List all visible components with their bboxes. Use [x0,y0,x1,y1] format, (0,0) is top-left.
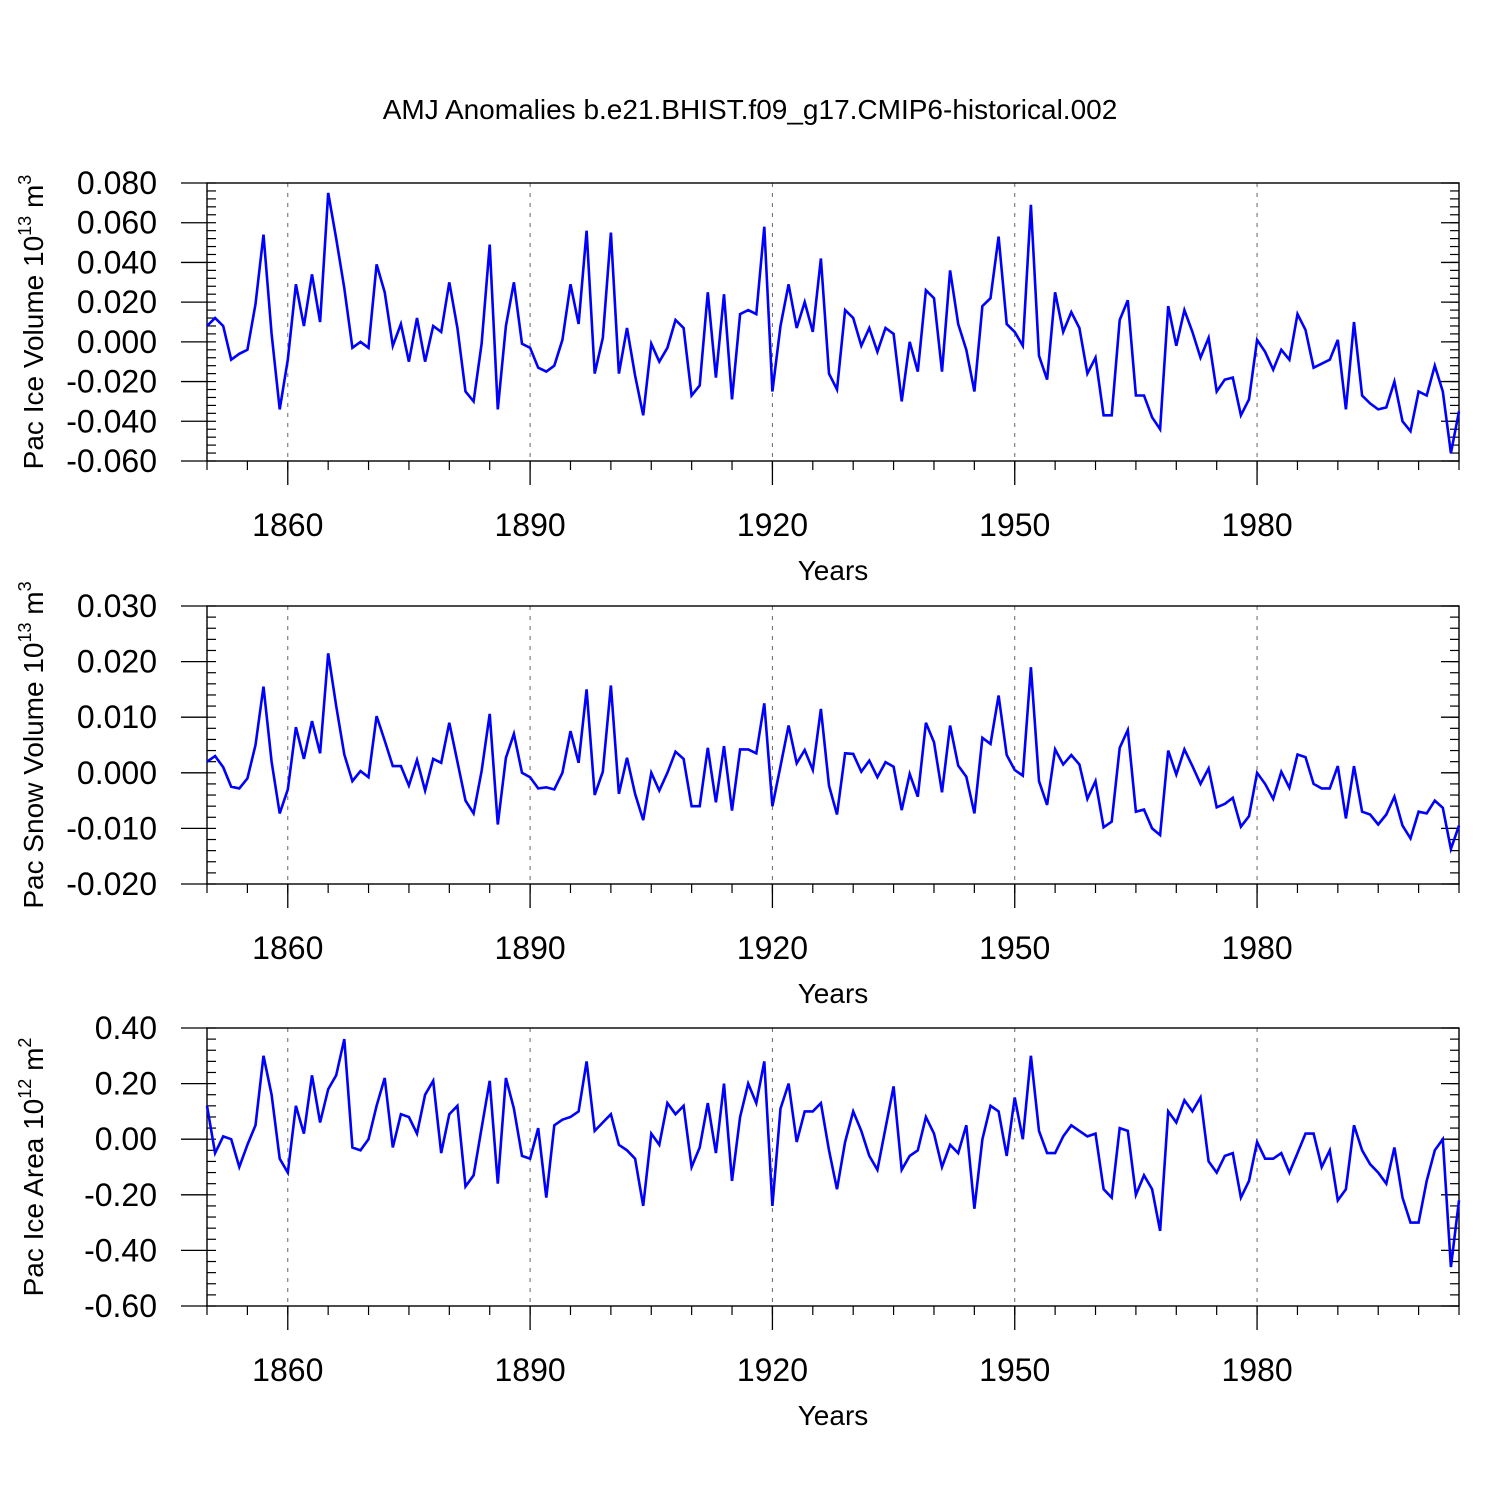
x-tick-label: 1860 [252,507,323,543]
x-axis-label: Years [798,1400,869,1431]
x-tick-label: 1860 [252,1352,323,1388]
y-tick-label: 0.010 [77,699,157,735]
y-axis-label: Pac Ice Volume 1013 m3 [15,175,49,470]
y-tick-label: 0.040 [77,244,157,280]
x-tick-label: 1920 [737,507,808,543]
plot-frame [206,1027,1460,1307]
y-tick-label: 0.020 [77,644,157,680]
y-tick-label: 0.00 [95,1121,157,1157]
y-tick-label: -0.010 [66,810,157,846]
panel-2: 0.030 0.020 0.010 0.000 -0.010 -0.020 1860 1890… [15,581,1461,1009]
x-tick-label: 1980 [1221,1352,1292,1388]
plot-frame [206,605,1460,885]
y-tick-label: -0.020 [66,364,157,400]
y-axis-label: Pac Ice Area 1012 m2 [15,1038,49,1297]
chart-title: AMJ Anomalies b.e21.BHIST.f09_g17.CMIP6-… [383,94,1118,125]
x-tick-label: 1950 [979,507,1050,543]
x-axis-label: Years [798,555,869,586]
series-line [205,1038,1461,1268]
x-tick-label: 1920 [737,1352,808,1388]
x-tick-label: 1920 [737,930,808,966]
x-tick-label: 1980 [1221,930,1292,966]
x-tick-label: 1950 [979,930,1050,966]
y-tick-label: 0.080 [77,165,157,201]
y-tick-label: 0.020 [77,284,157,320]
x-tick-label: 1950 [979,1352,1050,1388]
y-axis-label: Pac Snow Volume 1013 m3 [15,581,49,908]
x-tick-label: 1890 [495,1352,566,1388]
plot-frame [206,182,1460,462]
y-tick-label: -0.60 [84,1288,157,1324]
panel-3: 0.40 0.20 0.00 -0.20 -0.40 -0.60 1860 1890 1920 1… [15,1010,1461,1431]
y-tick-label: -0.060 [66,443,157,479]
x-tick-label: 1890 [495,930,566,966]
series-line [206,192,1461,454]
y-tick-label: 0.000 [77,755,157,791]
x-axis-label: Years [798,978,869,1009]
y-tick-label: -0.040 [66,403,157,439]
x-tick-label: 1980 [1221,507,1292,543]
y-tick-label: 0.20 [95,1066,157,1102]
y-tick-label: 0.030 [77,588,157,624]
x-tick-label: 1860 [252,930,323,966]
y-tick-label: 0.000 [77,324,157,360]
y-tick-label: -0.40 [84,1232,157,1268]
y-tick-label: -0.20 [84,1177,157,1213]
y-tick-label: -0.020 [66,866,157,902]
y-tick-label: 0.060 [77,205,157,241]
y-tick-label: 0.40 [95,1010,157,1046]
series-line [206,653,1461,854]
x-tick-label: 1890 [495,507,566,543]
